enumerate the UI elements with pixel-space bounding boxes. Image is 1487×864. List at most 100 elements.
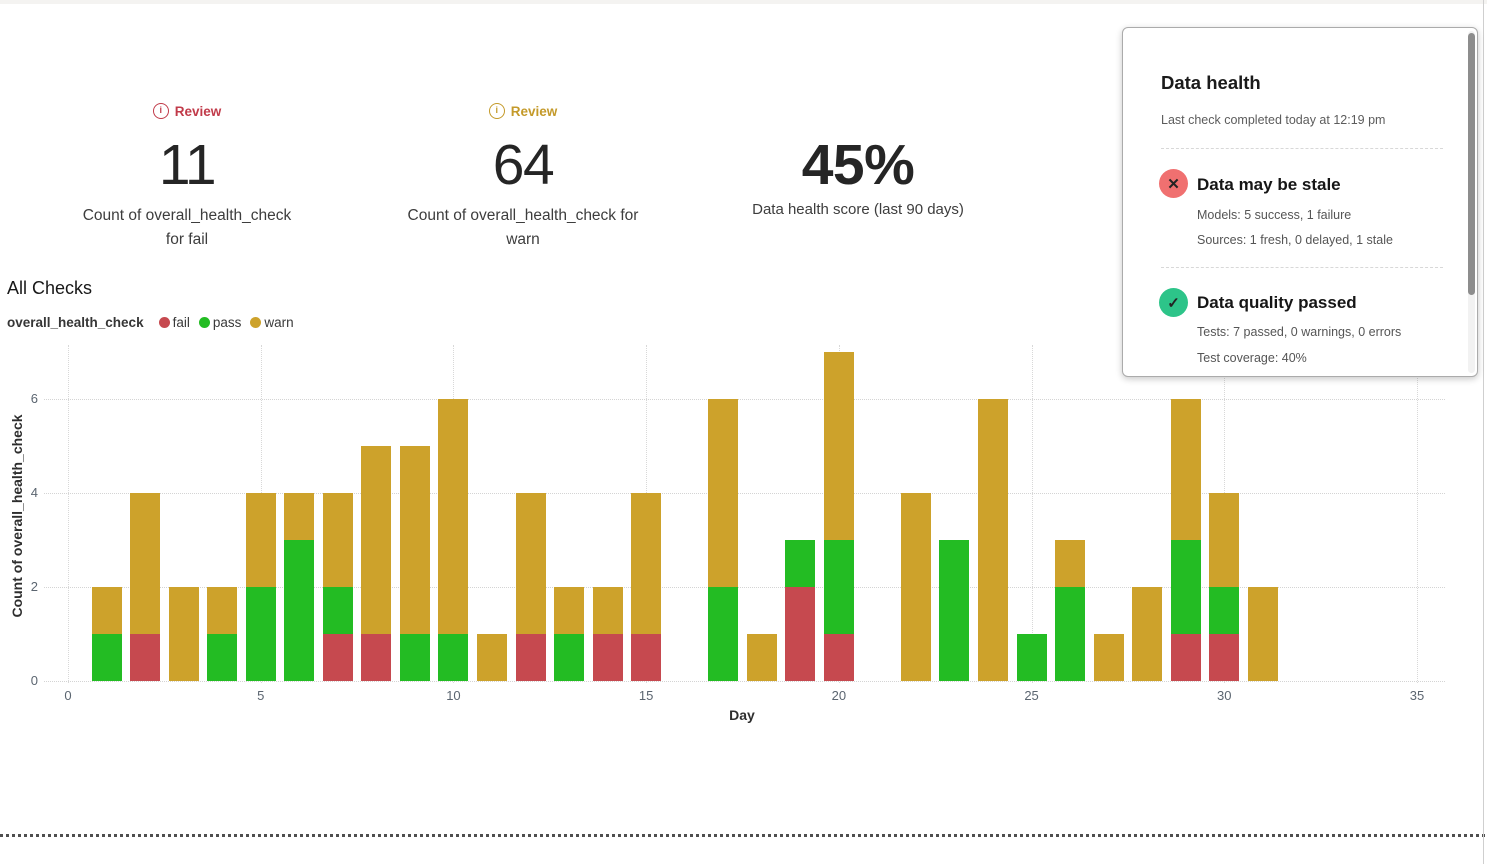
bar-day-6-pass[interactable]: [284, 540, 315, 681]
bar-day-30-warn[interactable]: [1209, 493, 1240, 587]
kpi-warn-count: i Review 64 Count of overall_health_chec…: [363, 100, 683, 252]
bar-day-13-warn[interactable]: [554, 587, 585, 634]
x-tick-label: 30: [1217, 688, 1232, 703]
bar-day-10-warn[interactable]: [438, 399, 469, 634]
bar-day-1-warn[interactable]: [91, 587, 122, 634]
bar-day-25-pass[interactable]: [1016, 634, 1047, 681]
review-label: Review: [174, 103, 222, 119]
bar-day-30-fail[interactable]: [1209, 634, 1240, 681]
x-tick-label: 0: [64, 688, 72, 703]
models-status: Models: 5 success, 1 failure: [1197, 208, 1352, 222]
bar-day-7-pass[interactable]: [322, 587, 353, 634]
bar-day-28-warn[interactable]: [1132, 587, 1163, 681]
bar-day-19-pass[interactable]: [785, 540, 816, 587]
warn-dot-icon: [250, 317, 262, 328]
bar-day-14-fail[interactable]: [592, 634, 623, 681]
tests-status: Tests: 7 passed, 0 warnings, 0 errors: [1197, 325, 1402, 339]
legend-series-name: overall_health_check: [7, 315, 144, 330]
stale-section-title: Data may be stale: [1197, 175, 1341, 194]
panel-last-check: Last check completed today at 12:19 pm: [1161, 113, 1386, 127]
legend-item-pass[interactable]: pass: [198, 315, 241, 330]
bar-day-2-fail[interactable]: [130, 634, 161, 681]
y-tick-label: 6: [30, 391, 38, 406]
kpi-fail-count: i Review 11 Count of overall_health_chec…: [27, 100, 347, 252]
bar-day-12-fail[interactable]: [515, 634, 546, 681]
bar-day-8-warn[interactable]: [361, 446, 392, 634]
bar-day-7-fail[interactable]: [322, 634, 353, 681]
bar-day-1-pass[interactable]: [91, 634, 122, 681]
x-tick-label: 25: [1024, 688, 1039, 703]
bar-day-19-fail[interactable]: [785, 587, 816, 681]
bar-day-20-pass[interactable]: [823, 540, 854, 634]
bar-day-5-pass[interactable]: [245, 587, 276, 681]
info-icon: i: [488, 103, 505, 119]
bar-day-2-warn[interactable]: [130, 493, 161, 634]
bar-day-12-warn[interactable]: [515, 493, 546, 634]
bar-day-15-fail[interactable]: [631, 634, 662, 681]
x-tick-label: 5: [257, 688, 265, 703]
test-coverage: Test coverage: 40%: [1197, 351, 1307, 365]
bar-day-30-pass[interactable]: [1209, 587, 1240, 634]
bar-day-17-pass[interactable]: [708, 587, 739, 681]
x-axis-title: Day: [729, 707, 755, 723]
bar-day-14-warn[interactable]: [592, 587, 623, 634]
legend-item-warn[interactable]: warn: [250, 315, 294, 330]
x-gridline: [68, 345, 69, 683]
section-dotted-divider: [0, 834, 1487, 837]
x-circle-icon: ✕: [1159, 169, 1188, 198]
review-badge-fail[interactable]: i Review: [27, 100, 347, 122]
bar-day-27-warn[interactable]: [1093, 634, 1124, 681]
bar-day-8-fail[interactable]: [361, 634, 392, 681]
bar-day-5-warn[interactable]: [245, 493, 276, 587]
divider: [1161, 267, 1443, 268]
bar-day-15-warn[interactable]: [631, 493, 662, 634]
bar-day-20-warn[interactable]: [823, 352, 854, 540]
bar-day-6-warn[interactable]: [284, 493, 315, 540]
bar-day-17-warn[interactable]: [708, 399, 739, 587]
bar-day-13-pass[interactable]: [554, 634, 585, 681]
x-gridline: [1417, 345, 1418, 683]
x-tick-label: 20: [831, 688, 847, 703]
bar-day-18-warn[interactable]: [746, 634, 777, 681]
bar-day-4-warn[interactable]: [207, 587, 238, 634]
bar-day-11-warn[interactable]: [476, 634, 507, 681]
y-gridline: [44, 399, 1445, 400]
bar-day-7-warn[interactable]: [322, 493, 353, 587]
kpi-health-score: 45% Data health score (last 90 days): [698, 100, 1018, 222]
bar-day-22-warn[interactable]: [900, 493, 931, 681]
kpi-value-score: 45%: [801, 133, 915, 197]
check-circle-icon: ✓: [1159, 288, 1188, 317]
viewport-edge-line: [1483, 0, 1484, 864]
bar-day-23-pass[interactable]: [939, 540, 970, 681]
bar-day-3-warn[interactable]: [168, 587, 199, 681]
bar-day-9-warn[interactable]: [399, 446, 430, 634]
kpi-label-warn: Count of overall_health_check for warn: [407, 207, 639, 248]
bar-day-29-fail[interactable]: [1170, 634, 1201, 681]
chart-legend: overall_health_check fail pass warn: [7, 315, 303, 330]
bar-day-26-warn[interactable]: [1055, 540, 1086, 587]
y-gridline: [44, 681, 1445, 682]
fail-dot-icon: [158, 317, 170, 328]
bar-day-31-warn[interactable]: [1247, 587, 1278, 681]
review-badge-warn[interactable]: i Review: [363, 100, 683, 122]
x-gridline: [1031, 345, 1033, 683]
bar-day-29-pass[interactable]: [1170, 540, 1201, 634]
panel-scrollbar-thumb[interactable]: [1468, 33, 1475, 295]
y-tick-label: 2: [30, 579, 38, 594]
kpi-value-warn: 64: [492, 133, 555, 197]
bar-day-9-pass[interactable]: [399, 634, 430, 681]
quality-section-title: Data quality passed: [1197, 293, 1357, 312]
y-tick-label: 4: [30, 485, 38, 500]
bar-day-26-pass[interactable]: [1055, 587, 1086, 681]
top-strip: [0, 0, 1487, 4]
y-gridline: [44, 493, 1445, 494]
bar-day-4-pass[interactable]: [207, 634, 238, 681]
bar-day-20-fail[interactable]: [823, 634, 854, 681]
bar-day-10-pass[interactable]: [438, 634, 469, 681]
bar-day-29-warn[interactable]: [1170, 399, 1201, 540]
legend-item-fail[interactable]: fail: [158, 315, 190, 330]
bar-day-24-warn[interactable]: [978, 399, 1009, 681]
kpi-value-fail: 11: [158, 133, 217, 197]
